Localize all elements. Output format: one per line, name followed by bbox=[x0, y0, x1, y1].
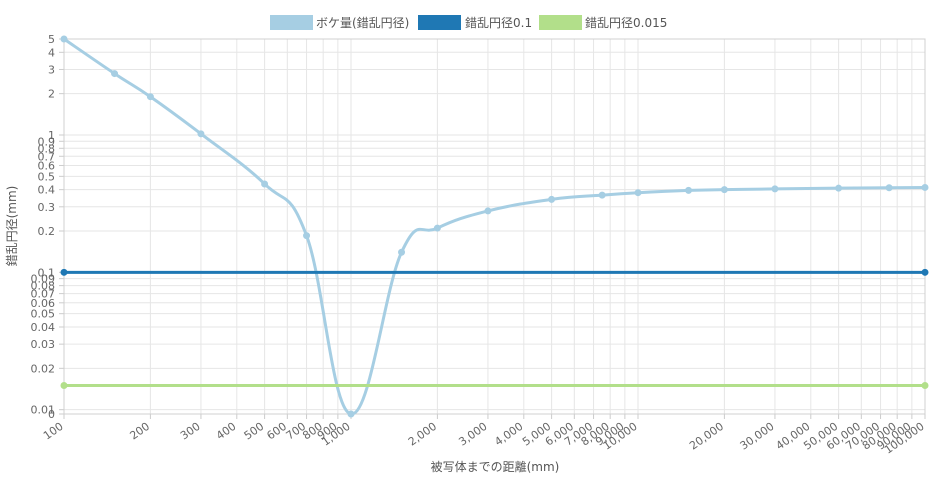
y-tick-label: 0.5 bbox=[38, 170, 56, 183]
y-tick-label: 0.4 bbox=[38, 184, 56, 197]
data-point bbox=[111, 70, 119, 78]
data-point bbox=[484, 207, 492, 215]
data-point bbox=[885, 184, 893, 192]
grid bbox=[59, 38, 926, 419]
y-axis-title: 錯乱円径(mm) bbox=[4, 186, 19, 267]
data-point bbox=[303, 232, 311, 240]
series-layer bbox=[60, 35, 929, 418]
data-point bbox=[146, 93, 154, 101]
y-tick-label: 0.9 bbox=[38, 135, 56, 148]
y-tick-label: 0.05 bbox=[31, 308, 56, 321]
data-point bbox=[60, 35, 68, 43]
y-tick-label: 0.02 bbox=[31, 362, 56, 375]
y-tick-label: 0.09 bbox=[31, 273, 56, 286]
data-point bbox=[634, 189, 642, 197]
data-point bbox=[921, 381, 929, 389]
data-point bbox=[60, 268, 68, 276]
data-point bbox=[835, 184, 843, 192]
legend-label: 錯乱円径0.015 bbox=[585, 15, 667, 30]
y-tick-label: 0.7 bbox=[38, 150, 56, 163]
data-point bbox=[921, 183, 929, 191]
data-point bbox=[771, 185, 779, 193]
x-tick-label: 400 bbox=[214, 420, 239, 443]
data-point bbox=[548, 195, 556, 203]
y-tick-label: 5 bbox=[48, 33, 55, 46]
y-tick-label: 0.6 bbox=[38, 159, 56, 172]
data-point bbox=[197, 130, 205, 138]
y-tick-label: 0.3 bbox=[38, 201, 56, 214]
legend-label: ボケ量(錯乱円径) bbox=[316, 15, 409, 30]
y-tick-label: 1 bbox=[48, 129, 55, 142]
x-axis-title: 被写体までの距離(mm) bbox=[431, 460, 560, 474]
y-tick-label: 0.1 bbox=[38, 266, 56, 279]
y-tick-label: 3 bbox=[48, 63, 55, 76]
x-tick-label: 30,000 bbox=[738, 420, 777, 453]
x-tick-label: 500 bbox=[242, 420, 267, 443]
data-point bbox=[685, 186, 693, 194]
x-tick-label: 100 bbox=[41, 420, 66, 443]
y-tick-label: 4 bbox=[48, 46, 55, 59]
data-point bbox=[433, 224, 441, 232]
y-tick-label: 0.04 bbox=[31, 321, 56, 334]
plot-frame bbox=[63, 38, 926, 415]
data-point bbox=[598, 191, 606, 199]
data-point bbox=[347, 410, 355, 418]
legend-swatch bbox=[270, 15, 313, 30]
x-tick-label: 20,000 bbox=[687, 420, 726, 453]
x-tick-label: 2,000 bbox=[406, 420, 439, 449]
y-tick-label: 0.03 bbox=[31, 338, 56, 351]
x-tick-label: 200 bbox=[127, 420, 152, 443]
y-tick-label: 0 bbox=[48, 408, 55, 421]
y-tick-label: 0.06 bbox=[31, 297, 56, 310]
y-axis-ticks: 00.01 0.02 0.03 0.040.050.060.070.080.090.1… bbox=[31, 33, 56, 421]
y-tick-label: 0.08 bbox=[31, 280, 56, 293]
series-line-1 bbox=[62, 37, 927, 416]
x-tick-label: 3,000 bbox=[456, 420, 489, 449]
x-tick-label: 300 bbox=[178, 420, 203, 443]
legend-label: 錯乱円径0.1 bbox=[465, 15, 532, 30]
y-tick-label: 2 bbox=[48, 88, 55, 101]
legend: ボケ量(錯乱円径) 錯乱円径0.1 錯乱円径0.015 bbox=[270, 15, 667, 30]
y-tick-label: 0.01 bbox=[31, 404, 56, 417]
data-point bbox=[398, 248, 406, 256]
data-point bbox=[60, 381, 68, 389]
x-tick-label: 4,000 bbox=[492, 420, 525, 449]
y-tick-label: 0.07 bbox=[31, 288, 56, 301]
data-point bbox=[261, 180, 269, 188]
y-tick-label: 0.2 bbox=[38, 225, 56, 238]
legend-swatch bbox=[539, 15, 582, 30]
legend-swatch bbox=[418, 15, 461, 30]
data-point bbox=[720, 186, 728, 194]
y-tick-label: 0.8 bbox=[38, 142, 56, 155]
data-point bbox=[921, 268, 929, 276]
